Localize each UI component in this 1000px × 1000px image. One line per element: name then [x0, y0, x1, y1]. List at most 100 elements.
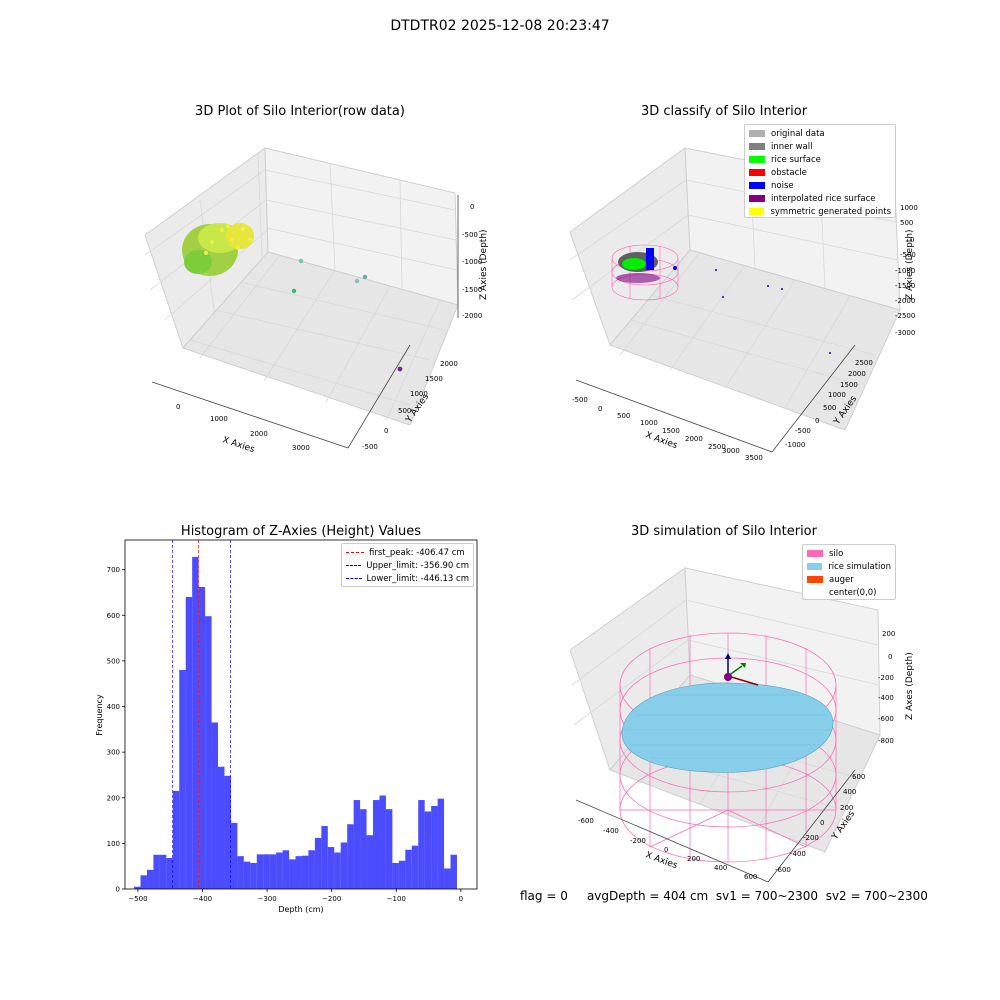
svg-text:3500: 3500 — [745, 454, 763, 462]
svg-text:-2000: -2000 — [462, 312, 482, 320]
svg-text:-2500: -2500 — [895, 312, 915, 320]
histogram-legend: first_peak: -406.47 cm Upper_limit: -356.… — [341, 543, 474, 587]
classify-legend-label: inner wall — [771, 141, 813, 152]
svg-text:500: 500 — [900, 219, 913, 227]
histogram-bar — [347, 824, 354, 889]
histogram-bar — [431, 805, 438, 889]
classify-legend-item: inner wall — [749, 140, 891, 153]
svg-text:-1000: -1000 — [785, 441, 805, 449]
simulation-legend-swatch — [807, 589, 823, 596]
histogram-bar — [237, 856, 244, 889]
histogram-y-tick-label: 600 — [107, 612, 120, 620]
histogram-bar — [321, 826, 328, 889]
histogram-bar — [218, 766, 225, 889]
histogram-x-tick-label: −400 — [193, 895, 212, 903]
svg-text:0: 0 — [470, 203, 474, 211]
histogram-bars — [134, 556, 457, 889]
svg-text:2000: 2000 — [685, 435, 703, 443]
raw-point-cloud — [182, 223, 254, 276]
svg-text:0: 0 — [888, 653, 892, 661]
svg-text:0: 0 — [176, 403, 180, 411]
classify-noise-points — [715, 269, 831, 354]
svg-text:-1500: -1500 — [462, 286, 482, 294]
histogram-bar — [340, 842, 348, 889]
simulation-legend-swatch — [807, 563, 823, 570]
svg-text:2000: 2000 — [440, 360, 458, 368]
classify-legend-item: interpolated rice surface — [749, 192, 891, 205]
svg-text:600: 600 — [744, 873, 757, 881]
status-footer: flag = 0 avgDepth = 404 cm sv1 = 700~230… — [520, 889, 928, 903]
svg-text:-200: -200 — [878, 674, 894, 682]
histogram-bar — [418, 800, 425, 889]
classify-legend-item: original data — [749, 127, 891, 140]
svg-text:3000: 3000 — [292, 444, 310, 452]
classify-legend-swatch — [749, 156, 765, 163]
svg-text:0: 0 — [598, 405, 602, 413]
raw-y-ticks: -500 0 500 1000 1500 2000 — [362, 360, 458, 451]
histogram-bar — [224, 775, 231, 889]
histogram-bar — [327, 847, 335, 889]
classify-legend-label: rice surface — [771, 154, 821, 165]
histogram-y-tick-label: 300 — [107, 749, 120, 757]
histogram-bar — [263, 854, 270, 889]
classify-legend-swatch — [749, 169, 765, 176]
simulation-xlabel: X Axies — [644, 850, 679, 871]
raw-z-ticks: 0 -500 -1000 -1500 -2000 — [462, 203, 482, 320]
histogram-ylabel: Frequency — [95, 694, 104, 736]
simulation-legend-item: rice simulation — [807, 560, 891, 573]
histogram-legend-swatch — [346, 578, 362, 579]
svg-text:-600: -600 — [878, 715, 894, 723]
histogram-bar — [185, 597, 193, 889]
histogram-legend-item: Upper_limit: -356.90 cm — [346, 559, 469, 572]
svg-text:-400: -400 — [878, 694, 894, 702]
simulation-zlabel: Z Axes (Depth) — [905, 652, 915, 720]
simulation-rice-mesh — [625, 694, 832, 759]
histogram-bar — [192, 556, 199, 889]
classify-plot-title: 3D classify of Silo Interior — [640, 104, 808, 119]
histogram-bar — [360, 809, 367, 889]
simulation-x-ticks: -600 -400 -200 0 200 400 600 — [578, 817, 757, 881]
histogram-bar — [411, 845, 419, 889]
histogram-legend-label: Lower_limit: -446.13 cm — [366, 573, 469, 584]
histogram-bar — [250, 862, 257, 889]
svg-text:2000: 2000 — [848, 370, 866, 378]
svg-text:-600: -600 — [775, 866, 791, 874]
svg-text:-600: -600 — [578, 817, 594, 825]
simulation-legend-item: auger — [807, 573, 891, 586]
svg-text:1000: 1000 — [900, 204, 918, 212]
svg-text:-400: -400 — [790, 850, 806, 858]
classify-legend-label: obstacle — [771, 167, 807, 178]
svg-text:2500: 2500 — [708, 443, 726, 451]
avg-depth-text: avgDepth = 404 cm — [586, 889, 709, 903]
histogram-x-tick-label: −200 — [322, 895, 341, 903]
histogram-bar — [314, 837, 322, 889]
histogram-y-ticks: 0 100 200 300 400 500 600 700 — [107, 566, 125, 894]
histogram-legend-label: Upper_limit: -356.90 cm — [366, 560, 469, 571]
histogram-bar — [444, 868, 451, 889]
histogram-bar — [256, 854, 264, 889]
histogram-bar — [134, 886, 141, 889]
classify-legend-label: original data — [771, 128, 825, 139]
svg-text:-1500: -1500 — [895, 282, 915, 290]
svg-text:400: 400 — [843, 788, 856, 796]
svg-text:-200: -200 — [803, 834, 819, 842]
svg-text:500: 500 — [617, 412, 630, 420]
classify-legend-swatch — [749, 182, 765, 189]
classify-legend-label: interpolated rice surface — [771, 193, 876, 204]
svg-text:200: 200 — [687, 855, 700, 863]
histogram-legend-swatch — [346, 552, 364, 553]
classify-legend-label: symmetric generated points — [770, 206, 891, 217]
svg-text:-1000: -1000 — [895, 267, 915, 275]
svg-text:-3000: -3000 — [895, 329, 915, 337]
histogram-reference-lines — [172, 540, 231, 889]
svg-text:0: 0 — [820, 819, 824, 827]
histogram-bar — [166, 857, 173, 889]
histogram-bar — [366, 835, 374, 889]
classify-legend-swatch — [749, 195, 765, 202]
histogram-y-tick-label: 700 — [107, 566, 120, 574]
svg-text:400: 400 — [714, 864, 727, 872]
raw-plot-title: 3D Plot of Silo Interior(row data) — [195, 104, 405, 119]
histogram-bar — [334, 852, 341, 889]
histogram-bar — [405, 849, 412, 889]
simulation-legend-swatch — [807, 550, 823, 557]
